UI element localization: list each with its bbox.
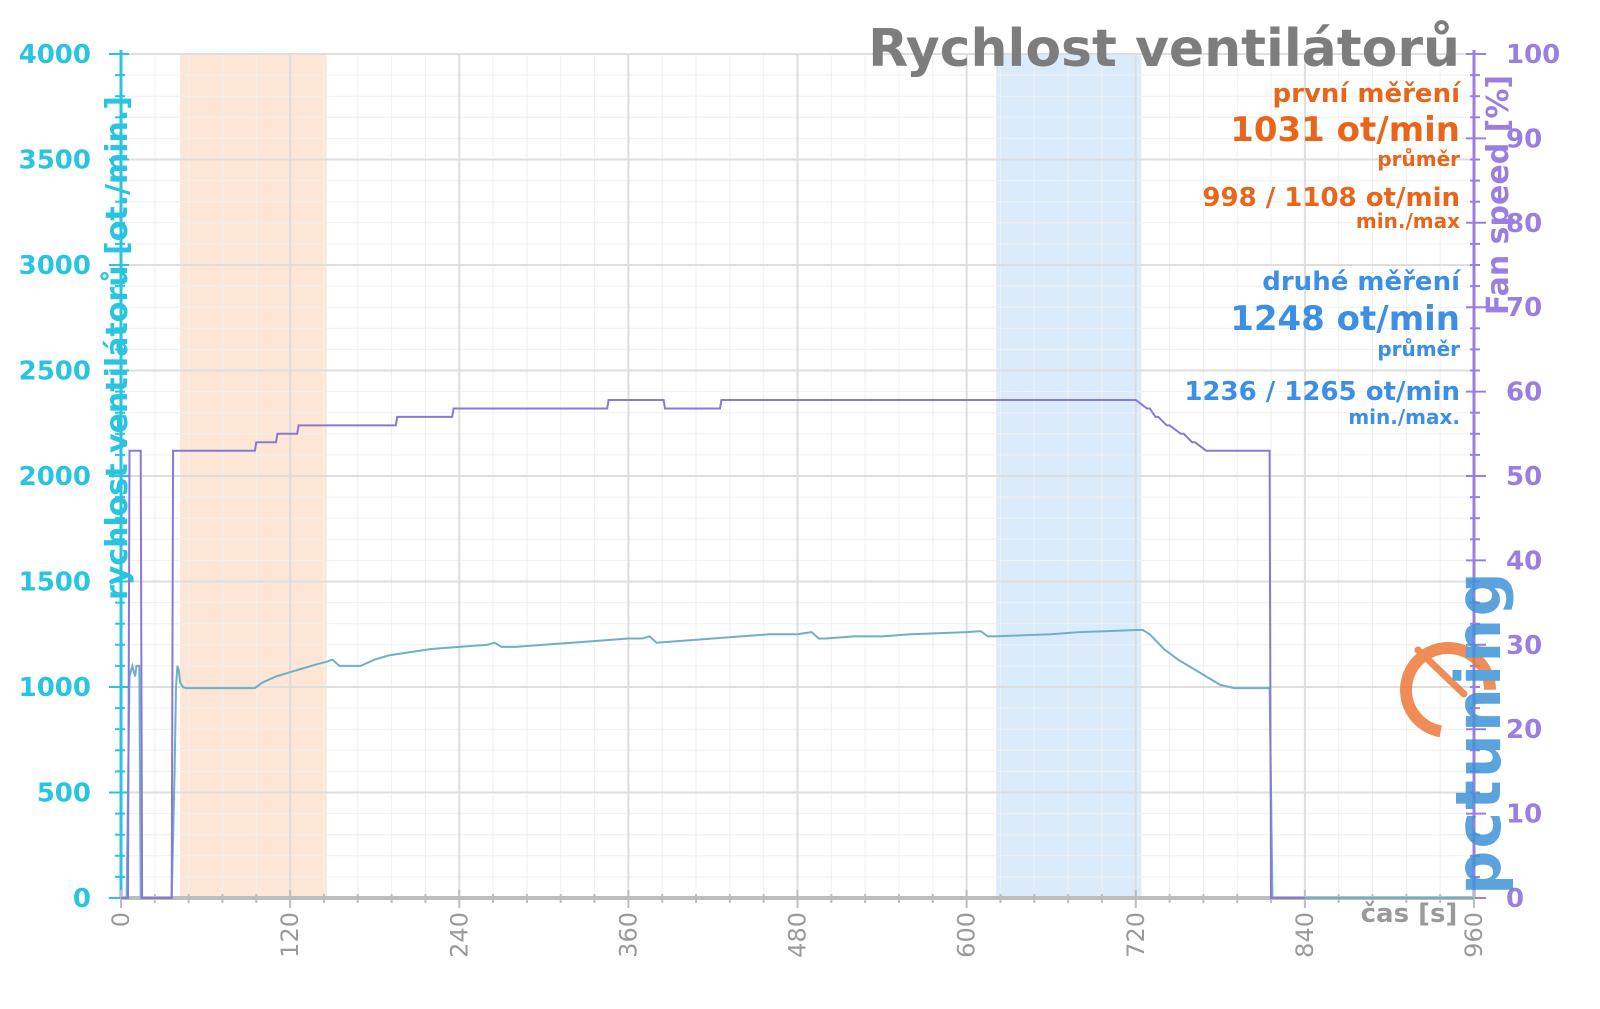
y-left-tick-label: 3000 [19,251,91,281]
x-tick-label: 360 [614,912,642,958]
fan-rpm-line [121,629,1474,899]
y-left-tick-label: 3500 [19,146,91,176]
y-right-tick-label: 40 [1506,546,1542,576]
y-right-tick-label: 20 [1506,715,1542,745]
annotation-first: první měření 1031 ot/min průměr 998 / 11… [1202,79,1462,233]
y-right-tick-label: 100 [1506,40,1560,70]
logo-text: pctuning [1442,570,1515,895]
second-minmax-label: min./max. [1348,405,1460,429]
y-left-tick-label: 1000 [19,673,91,703]
y-left-tick-label: 0 [73,884,91,914]
y-right-tick-label: 30 [1506,631,1542,661]
logo-gauge-icon [1400,642,1496,738]
tick-labels: 0500100015002000250030003500400001020304… [19,40,1561,958]
x-tick-label: 0 [107,912,135,927]
x-tick-label: 120 [276,912,304,958]
fan-percent-line [121,399,1305,899]
chart-title: Rychlost ventilátorů [868,19,1460,79]
first-minmax: 998 / 1108 ot/min [1202,183,1460,213]
x-tick-label: 960 [1460,912,1488,958]
y-left-tick-label: 1500 [19,568,91,598]
y-right-tick-label: 60 [1506,378,1542,408]
second-average-label: průměr [1377,337,1460,361]
first-minmax-label: min./max [1356,209,1460,233]
first-title: první měření [1273,79,1463,109]
series-lines [121,399,1474,899]
second-average: 1248 ot/min [1230,299,1460,339]
axes [109,50,1486,908]
y-left-tick-label: 4000 [19,40,91,70]
first-average-label: průměr [1377,147,1460,171]
y-left-tick-label: 2000 [19,462,91,492]
x-tick-label: 480 [784,912,812,958]
x-tick-label: 600 [953,912,981,958]
y-right-tick-label: 0 [1506,884,1524,914]
x-tick-label: 840 [1291,912,1319,958]
y-right-tick-label: 10 [1506,800,1542,830]
second-title: druhé měření [1262,267,1462,297]
x-tick-label: 720 [1122,912,1150,958]
y-right-tick-label: 90 [1506,124,1542,154]
y-axis-left-label: rychlost ventilátorů [ot./min.] [99,96,135,600]
y-axis-right-label: Fan speed [%] [1481,75,1516,315]
annotation-second: druhé měření 1248 ot/min průměr 1236 / 1… [1184,267,1462,429]
y-right-tick-label: 80 [1506,209,1542,239]
first-average: 1031 ot/min [1230,110,1460,150]
second-minmax: 1236 / 1265 ot/min [1184,377,1460,407]
x-axis-label: čas [s] [1361,899,1458,929]
x-tick-label: 240 [445,912,473,958]
logo-needle-icon [1414,646,1468,698]
y-left-tick-label: 500 [37,779,91,809]
y-right-tick-label: 70 [1506,293,1542,323]
y-right-tick-label: 50 [1506,462,1542,492]
pctuning-logo: pctuning [1400,570,1515,895]
y-left-tick-label: 2500 [19,357,91,387]
